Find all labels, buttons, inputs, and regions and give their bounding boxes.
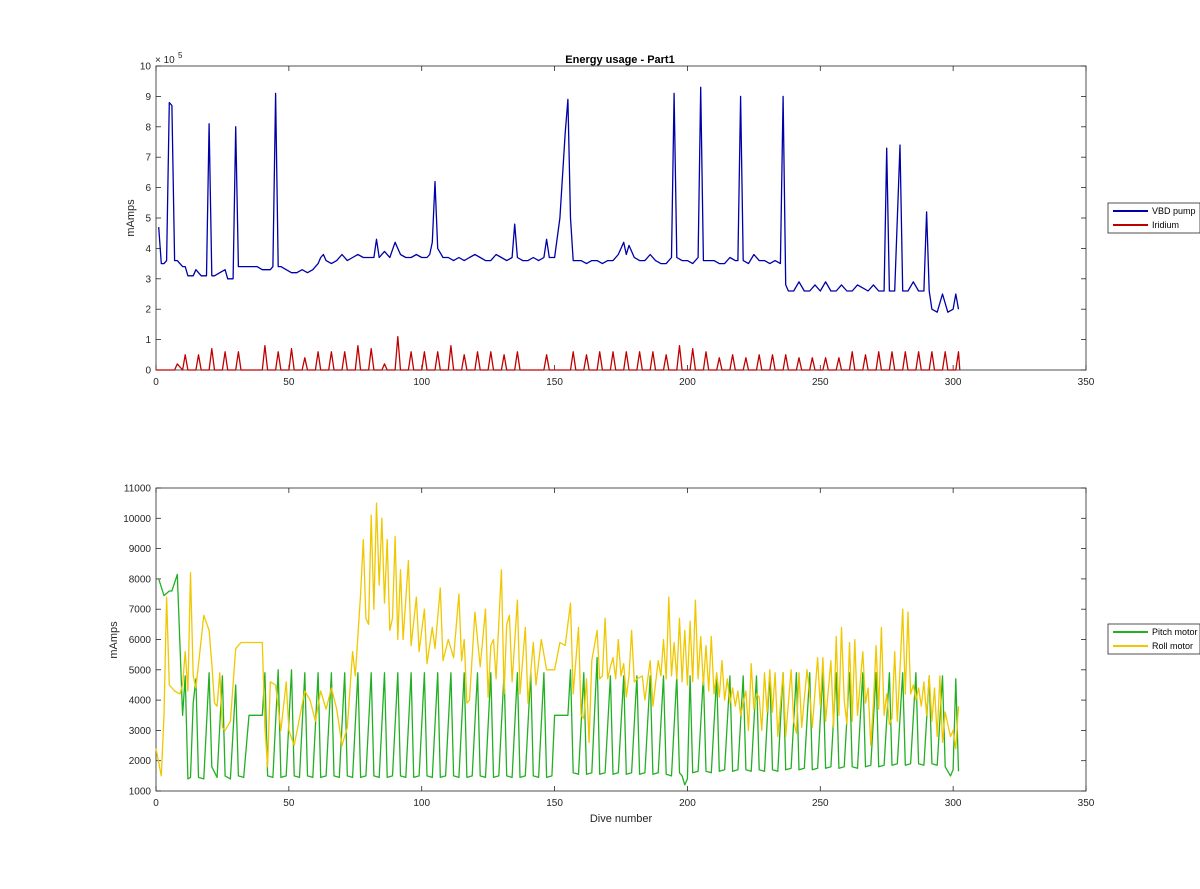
series-line-iridium: [156, 335, 961, 371]
bottom-x-tick-label: 50: [283, 798, 295, 809]
series-line-pitch-motor: [158, 573, 960, 786]
bottom-y-tick-label: 8000: [129, 574, 152, 585]
top-x-tick-label: 350: [1078, 377, 1095, 388]
bottom-y-tick-label: 5000: [129, 665, 152, 676]
chart-top: Energy usage - Part1 × 10 5 mAmps 0 50 100…: [125, 51, 1200, 388]
bottom-x-axis-label: Dive number: [590, 813, 653, 825]
bottom-y-tick-label: 4000: [129, 696, 152, 707]
top-y-tick-label: 7: [145, 153, 151, 164]
bottom-x-tick-label: 150: [546, 798, 563, 809]
bottom-x-tick-label: 300: [945, 798, 962, 809]
top-y-tick-label: 10: [140, 62, 152, 73]
bottom-y-tick-label: 9000: [129, 544, 152, 555]
top-y-tick-label: 6: [145, 183, 151, 194]
bottom-y-axis-label: mAmps: [108, 621, 120, 659]
bottom-legend-box: [1107, 623, 1200, 655]
series-line-vbd-pump: [158, 86, 960, 313]
bottom-y-tick-label: 10000: [123, 514, 151, 525]
bottom-x-tick-label: 250: [812, 798, 829, 809]
bottom-plot-area: [155, 487, 1087, 792]
bottom-y-tick-label: 11000: [124, 484, 152, 495]
top-y-tick-label: 2: [145, 305, 151, 316]
bottom-x-tick-label: 0: [153, 798, 159, 809]
top-plot-area: [155, 65, 1087, 371]
legend-label-roll-motor: Roll motor: [1152, 641, 1193, 651]
series-line-roll-motor: [155, 502, 960, 777]
bottom-x-tick-label: 350: [1078, 798, 1095, 809]
bottom-legend: Pitch motor Roll motor: [1107, 623, 1200, 655]
top-x-tick-label: 150: [546, 377, 563, 388]
top-y-tick-label: 0: [145, 366, 151, 377]
bottom-y-tick-label: 1000: [129, 787, 152, 798]
top-y-tick-label: 4: [145, 244, 151, 255]
top-y-exponent-base: × 10: [155, 55, 175, 66]
top-legend: VBD pump Iridium: [1107, 202, 1200, 234]
legend-label-iridium: Iridium: [1152, 220, 1179, 230]
bottom-x-tick-label: 100: [413, 798, 430, 809]
bottom-y-tick-label: 7000: [129, 605, 152, 616]
top-x-tick-label: 200: [679, 377, 696, 388]
top-y-tick-label: 3: [145, 274, 151, 285]
bottom-y-tick-label: 2000: [129, 756, 152, 767]
top-x-tick-label: 100: [413, 377, 430, 388]
top-y-tick-label: 8: [145, 122, 151, 133]
chart-bottom: mAmps Dive number 0 50 100 150 200 250 300 350 1…: [108, 484, 1200, 825]
top-x-tick-label: 50: [283, 377, 295, 388]
top-y-tick-label: 1: [145, 335, 151, 346]
top-y-exponent-power: 5: [178, 51, 183, 60]
legend-label-vbd-pump: VBD pump: [1152, 206, 1196, 216]
top-x-tick-label: 300: [945, 377, 962, 388]
top-chart-title: Energy usage - Part1: [565, 54, 674, 66]
top-y-axis-label: mAmps: [125, 199, 137, 237]
top-x-tick-label: 250: [812, 377, 829, 388]
bottom-y-tick-label: 3000: [129, 726, 152, 737]
legend-label-pitch-motor: Pitch motor: [1152, 627, 1198, 637]
top-y-tick-label: 9: [145, 92, 151, 103]
top-legend-box: [1107, 202, 1200, 234]
top-y-tick-label: 5: [145, 214, 151, 225]
bottom-y-tick-label: 6000: [129, 635, 152, 646]
top-x-tick-label: 0: [153, 377, 159, 388]
bottom-x-tick-label: 200: [679, 798, 696, 809]
